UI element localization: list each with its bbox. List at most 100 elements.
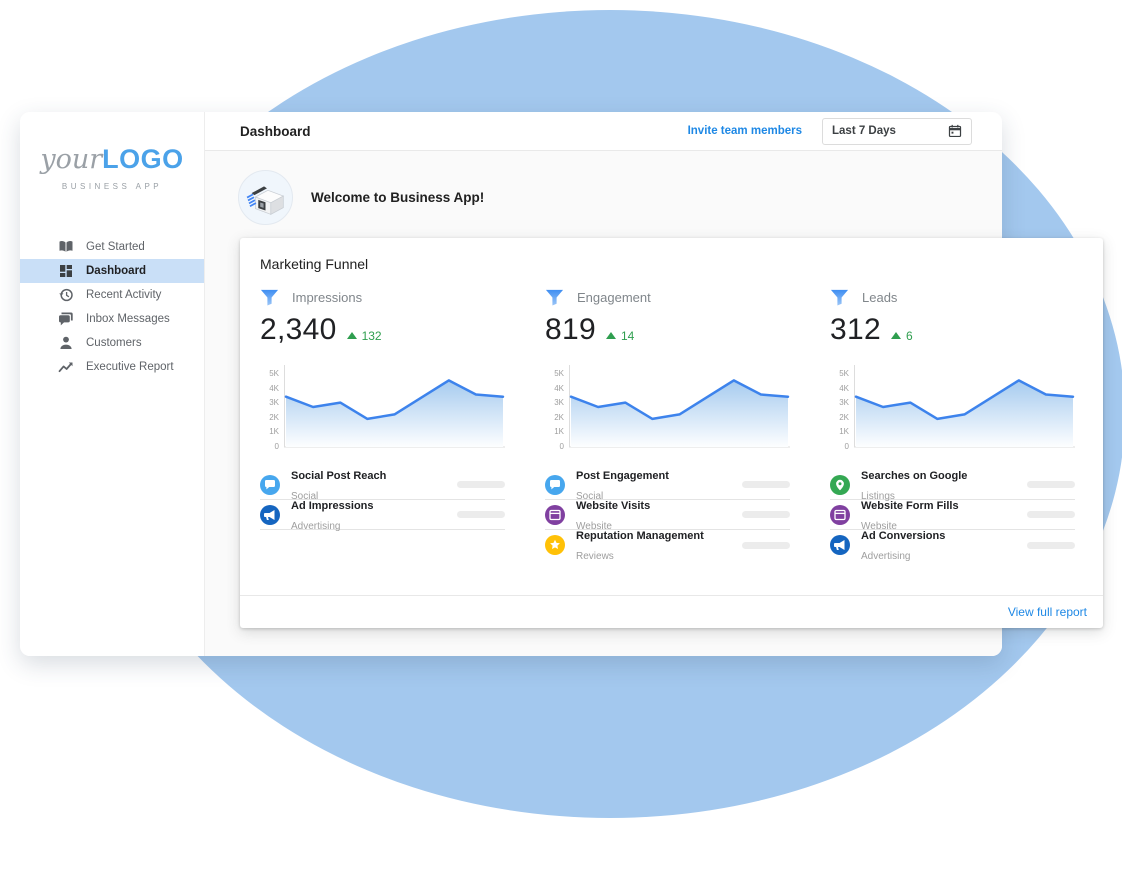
engagement-chart: 5K 4K 3K 2K 1K 0 (545, 357, 790, 457)
y-tick: 2K (554, 413, 564, 422)
funnel-column-engagement: Engagement 819 14 5K 4K 3K 2K 1K 0 (545, 288, 790, 562)
row-title: Reputation Management (576, 530, 704, 542)
chart-y-axis: 5K 4K 3K 2K 1K 0 (545, 357, 569, 457)
row-subtitle: Website (576, 520, 612, 532)
welcome-row: Welcome to Business App! (205, 151, 1002, 225)
chart-y-axis: 5K 4K 3K 2K 1K 0 (260, 357, 284, 457)
funnel-row-social-post-reach[interactable]: Social Post Reach Social (260, 469, 505, 502)
delta-up-icon (346, 332, 357, 339)
row-title: Ad Conversions (861, 530, 946, 542)
chat-icon (260, 474, 280, 495)
funnel-row-website-visits[interactable]: Website Visits Website (545, 500, 790, 532)
chart-y-axis: 5K 4K 3K 2K 1K 0 (830, 357, 854, 457)
metric-label: Leads (862, 290, 898, 305)
logo: yourLOGO BUSINESS APP (20, 112, 204, 191)
leads-chart: 5K 4K 3K 2K 1K 0 (830, 357, 1075, 457)
sidebar-item-get-started[interactable]: Get Started (20, 235, 204, 259)
sidebar-item-customers[interactable]: Customers (20, 331, 204, 355)
row-title: Searches on Google (861, 469, 968, 482)
y-tick: 2K (839, 413, 849, 422)
row-title: Post Engagement (576, 469, 669, 482)
funnel-row-website-form-fills[interactable]: Website Form Fills Website (830, 499, 1075, 532)
sidebar-item-label: Customers (86, 337, 142, 349)
row-subtitle: Reviews (576, 551, 614, 562)
delta-up-icon (605, 332, 616, 339)
funnel-icon (830, 288, 849, 307)
y-tick: 5K (839, 369, 849, 378)
row-subtitle: Advertising (291, 520, 341, 532)
sidebar: yourLOGO BUSINESS APP Get Started Dashbo… (20, 112, 205, 656)
book-icon (58, 239, 74, 255)
star-icon (545, 535, 565, 555)
page-title: Dashboard (240, 123, 311, 139)
sidebar-item-label: Dashboard (86, 265, 147, 277)
y-tick: 0 (559, 442, 564, 451)
funnel-row-reputation-management[interactable]: Reputation Management Reviews (545, 530, 790, 562)
sidebar-item-label: Inbox Messages (86, 313, 170, 325)
y-tick: 2K (269, 413, 279, 422)
date-range-selector[interactable]: Last 7 Days (822, 117, 972, 145)
megaphone-icon (830, 535, 850, 555)
row-title: Social Post Reach (291, 469, 387, 482)
y-tick: 0 (274, 442, 279, 451)
line-chart-icon (58, 359, 74, 375)
calendar-icon (948, 124, 962, 138)
browser-icon (830, 504, 850, 525)
funnel-row-searches-on-google[interactable]: Searches on Google Listings (830, 469, 1075, 502)
y-tick: 3K (269, 398, 279, 407)
y-tick: 4K (269, 384, 279, 393)
funnel-column-impressions: Impressions 2,340 132 5K 4K 3K 2K 1K 0 (260, 288, 505, 560)
progress-bar (457, 481, 505, 488)
invite-team-members-link[interactable]: Invite team members (687, 125, 802, 137)
chat-icon (545, 474, 565, 495)
row-subtitle: Social (576, 490, 604, 502)
date-range-value: Last 7 Days (832, 125, 896, 137)
welcome-message: Welcome to Business App! (311, 190, 485, 205)
sidebar-item-inbox-messages[interactable]: Inbox Messages (20, 307, 204, 331)
y-tick: 4K (839, 384, 849, 393)
card-footer: View full report (240, 595, 1103, 628)
funnel-row-post-engagement[interactable]: Post Engagement Social (545, 469, 790, 502)
progress-bar (1027, 541, 1075, 549)
app-box-icon (238, 170, 293, 225)
delta-up-icon (890, 332, 901, 339)
view-full-report-link[interactable]: View full report (1007, 605, 1087, 619)
impressions-chart: 5K 4K 3K 2K 1K 0 (260, 357, 505, 457)
y-tick: 5K (554, 369, 564, 378)
row-subtitle: Listings (861, 490, 895, 502)
delta-value: 132 (361, 328, 382, 343)
sidebar-item-dashboard[interactable]: Dashboard (20, 259, 204, 283)
logo-prefix: your (40, 144, 103, 175)
y-tick: 1K (554, 427, 564, 436)
progress-bar (457, 511, 505, 518)
marketing-funnel-card: Marketing Funnel Impressions 2,340 132 5… (240, 238, 1103, 628)
metric-value: 2,340 (260, 313, 337, 346)
y-tick: 3K (554, 398, 564, 407)
sidebar-item-executive-report[interactable]: Executive Report (20, 355, 204, 379)
funnel-row-ad-conversions[interactable]: Ad Conversions Advertising (830, 530, 1075, 562)
y-tick: 4K (554, 384, 564, 393)
browser-icon (545, 504, 565, 525)
funnel-row-ad-impressions[interactable]: Ad Impressions Advertising (260, 500, 505, 532)
progress-bar (1027, 481, 1075, 488)
sidebar-item-recent-activity[interactable]: Recent Activity (20, 283, 204, 307)
metric-value: 312 (830, 313, 881, 346)
funnel-icon (545, 288, 564, 307)
history-icon (58, 287, 74, 303)
sidebar-item-label: Get Started (86, 241, 145, 253)
sidebar-item-label: Recent Activity (86, 289, 162, 301)
row-title: Website Form Fills (861, 499, 959, 512)
dashboard-icon (58, 263, 74, 279)
sidebar-item-label: Executive Report (86, 361, 174, 373)
y-tick: 1K (269, 427, 279, 436)
card-title: Marketing Funnel (260, 256, 369, 272)
messages-icon (58, 311, 74, 327)
progress-bar (742, 481, 790, 488)
metric-label: Engagement (577, 290, 651, 305)
y-tick: 0 (844, 442, 849, 451)
row-subtitle: Advertising (861, 551, 911, 562)
pin-icon (830, 474, 850, 495)
funnel-column-leads: Leads 312 6 5K 4K 3K 2K 1K 0 (830, 288, 1075, 562)
progress-bar (1027, 511, 1075, 518)
